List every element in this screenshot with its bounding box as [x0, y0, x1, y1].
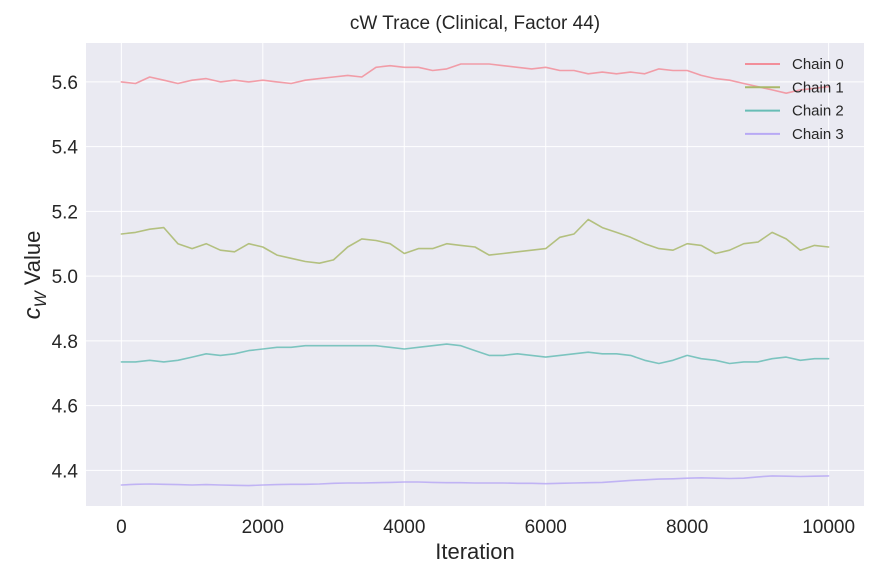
series-line-chain-2	[120, 343, 830, 365]
y-axis-label-symbol: c	[19, 307, 46, 319]
grid	[86, 43, 864, 506]
chart-title: cW Trace (Clinical, Factor 44)	[350, 13, 600, 34]
series-line-chain-3	[120, 475, 830, 487]
y-axis-label-suffix: Value	[20, 231, 45, 292]
y-tick-label: 5.2	[52, 202, 78, 223]
series-layer	[120, 63, 830, 487]
x-tick-label: 6000	[525, 517, 567, 538]
y-tick-label: 5.6	[52, 73, 78, 94]
legend: Chain 0 Chain 1 Chain 2 Chain 3	[745, 56, 844, 143]
y-tick-label: 5.0	[52, 267, 78, 288]
x-axis-ticks: 0 2000 4000 6000 8000 10000	[116, 517, 855, 538]
legend-label-chain-3: Chain 3	[792, 126, 844, 143]
legend-label-chain-1: Chain 1	[792, 79, 844, 96]
x-tick-label: 8000	[666, 517, 708, 538]
y-tick-label: 4.4	[52, 461, 79, 482]
y-axis-label: cW Value	[19, 231, 50, 320]
y-tick-label: 5.4	[52, 138, 79, 159]
legend-label-chain-2: Chain 2	[792, 103, 844, 120]
x-tick-label: 10000	[802, 517, 855, 538]
x-axis-label: Iteration	[435, 539, 515, 564]
legend-label-chain-0: Chain 0	[792, 56, 844, 73]
y-axis-ticks: 4.4 4.6 4.8 5.0 5.2 5.4 5.6	[52, 73, 79, 483]
x-tick-label: 2000	[242, 517, 284, 538]
series-line-chain-0	[120, 63, 830, 94]
x-tick-label: 4000	[383, 517, 425, 538]
plot-area	[86, 43, 864, 506]
y-tick-label: 4.6	[52, 397, 78, 418]
x-tick-label: 0	[116, 517, 127, 538]
y-axis-label-subscript: W	[31, 289, 50, 307]
y-tick-label: 4.8	[52, 332, 78, 353]
series-line-chain-1	[120, 218, 830, 264]
